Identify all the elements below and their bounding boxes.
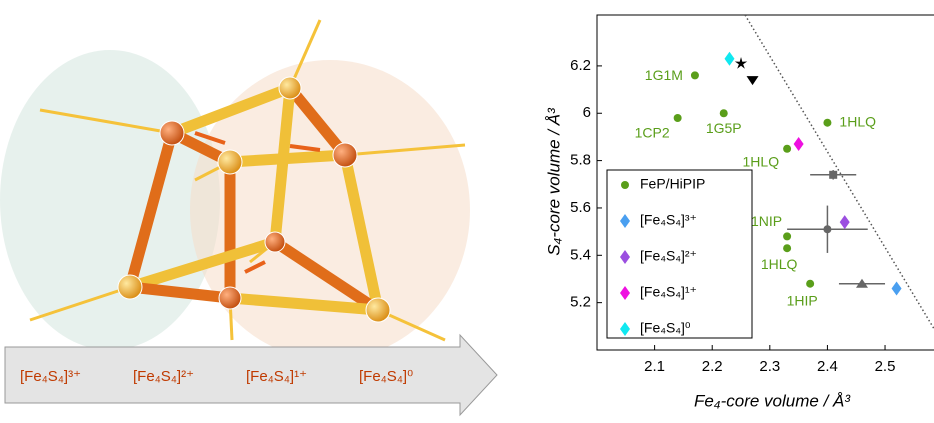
x-tick-label: 2.5 [875,358,896,375]
legend-label: [Fe₄S₄]⁰ [640,320,691,336]
stage-label: [Fe₄S₄]⁰ [359,368,413,385]
figure: [Fe₄S₄]³⁺ [Fe₄S₄]²⁺ [Fe₄S₄]¹⁺ [Fe₄S₄]⁰ 2.1 2… [0,0,934,418]
marker [806,280,814,288]
marker [892,281,902,295]
marker [823,225,831,233]
marker [747,76,759,85]
point-label: 1NIP [751,213,782,229]
marker [783,145,791,153]
marker [794,137,804,151]
stage-label: [Fe₄S₄]¹⁺ [246,368,307,385]
point-label: 1HLQ [743,153,780,169]
y-tick-label: 5.8 [570,152,591,169]
marker [823,119,831,127]
legend-label: [Fe₄S₄]²⁺ [640,248,697,264]
x-tick-label: 2.3 [759,358,780,375]
reference-line [745,15,934,329]
legend-label: [Fe₄S₄]³⁺ [640,212,697,228]
y-tick-label: 5.2 [570,294,591,311]
stage-label: [Fe₄S₄]³⁺ [20,368,81,385]
legend-marker [621,181,629,189]
stage-label: [Fe₄S₄]²⁺ [133,368,194,385]
marker [724,52,734,66]
x-tick-label: 2.2 [702,358,723,375]
marker [840,215,850,229]
legend-label: [Fe₄S₄]¹⁺ [640,284,697,300]
point-label: 1G5P [706,120,742,136]
marker [829,171,837,179]
y-tick-label: 5.4 [570,246,591,263]
point-label: 1HLQ [839,113,876,129]
point-label: 1G1M [645,67,683,83]
cluster-illustration [0,20,470,360]
point-label: 1CP2 [635,125,670,141]
marker [691,71,699,79]
x-tick-label: 2.4 [817,358,838,375]
marker [720,109,728,117]
y-tick-label: 6 [583,104,591,121]
x-tick-label: 2.1 [644,358,665,375]
marker [783,232,791,240]
marker [783,244,791,252]
marker [674,114,682,122]
point-label: 1HIP [787,292,818,308]
y-tick-label: 6.2 [570,57,591,74]
marker [735,57,747,69]
point-label: 1HLQ [761,256,798,272]
legend-label: FeP/HiPIP [640,176,705,192]
y-axis-label: S₄-core volume / Å³ [544,107,563,256]
x-axis-label: Fe₄-core volume / Å³ [694,391,851,410]
y-tick-label: 5.6 [570,199,591,216]
